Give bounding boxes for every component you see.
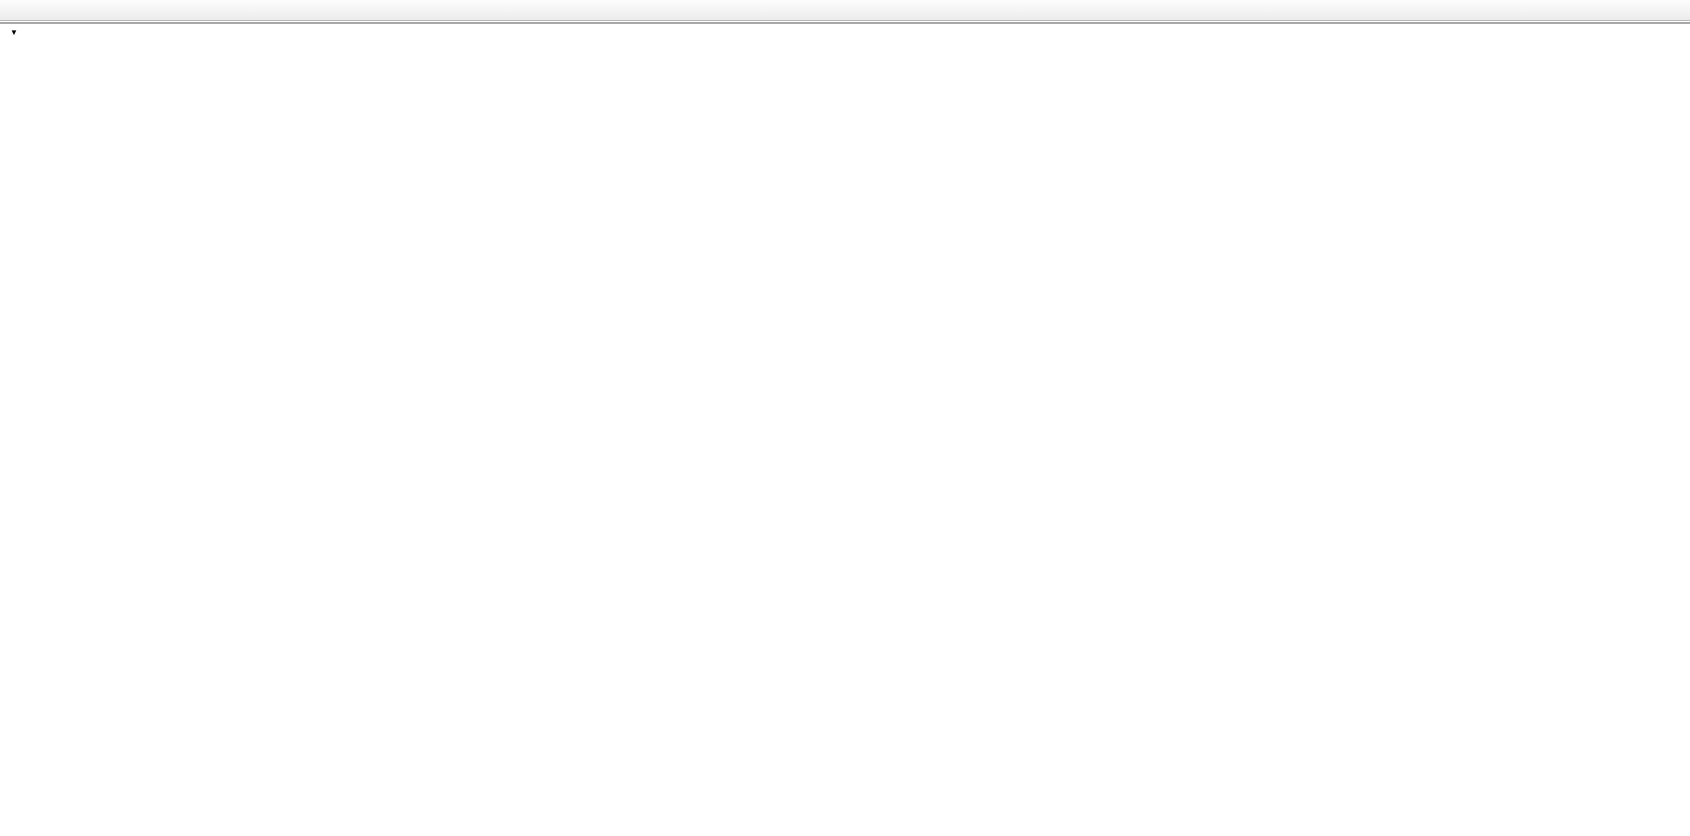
- toolbar: [0, 0, 1690, 21]
- price-chart-canvas[interactable]: [0, 24, 1690, 836]
- chart-window: ▼: [0, 22, 1690, 836]
